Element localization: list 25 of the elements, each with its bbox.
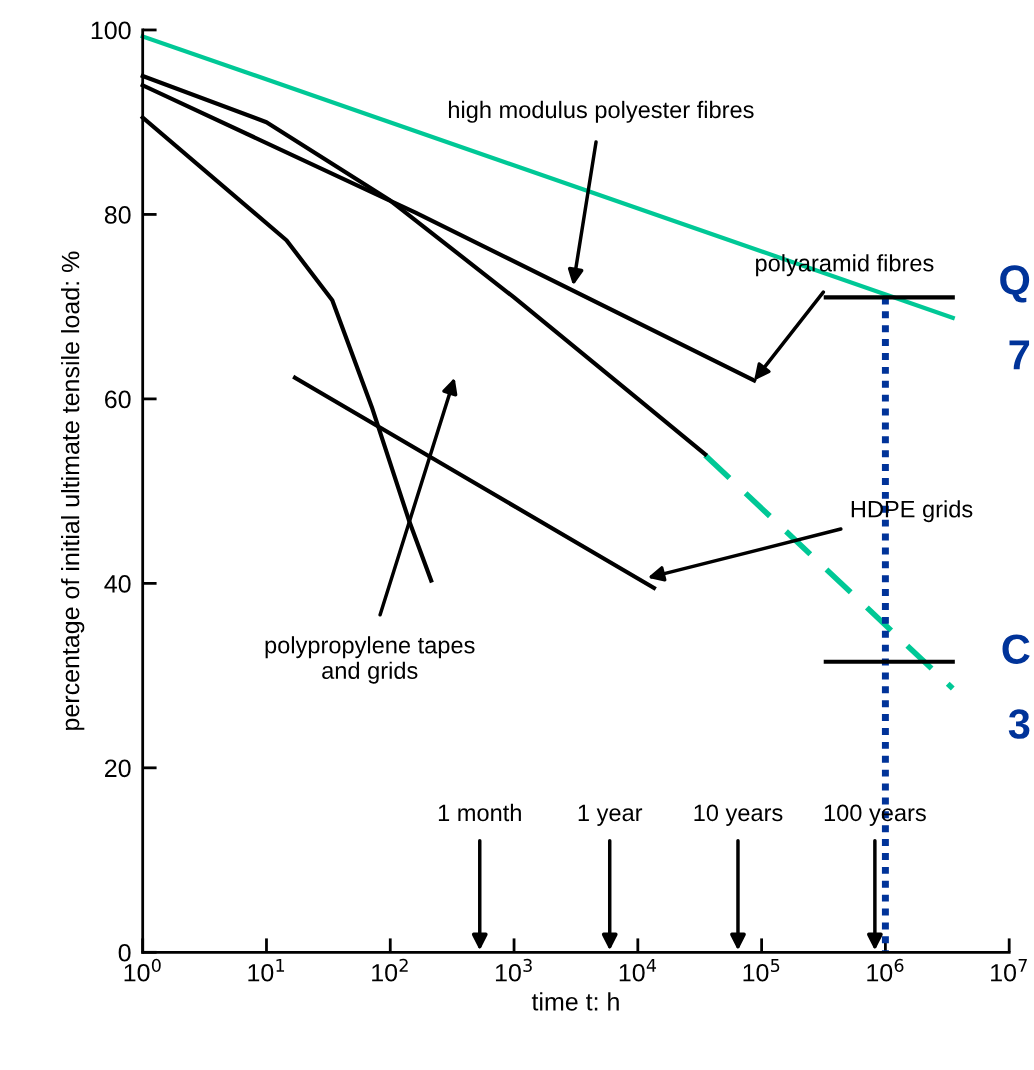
annotation: 100 years (824, 804, 926, 826)
annotation: Q (1000, 265, 1030, 303)
annotation: 1 month (438, 803, 521, 822)
annotation: 3 (1008, 709, 1030, 739)
x-tick-label: 10$^{1}$ (248, 959, 285, 982)
y-tick-label: 40 (104, 574, 131, 593)
y-tick-label: 60 (105, 390, 131, 409)
y-tick-label: 100 (91, 21, 131, 40)
x-tick-label: 10$^{4}$ (619, 959, 657, 982)
y-tick-label: 80 (104, 206, 131, 224)
x-tick-label: 10$^{3}$ (495, 958, 532, 982)
annotation: 1 year (578, 804, 643, 826)
annotation: 10 years (694, 804, 783, 826)
annotation: high modulus polyester fibres (448, 100, 754, 123)
x-tick-label: 10$^{2}$ (372, 958, 408, 982)
annotation: polypropylene tapes and grids (265, 636, 475, 684)
x-tick-label: 10$^{5}$ (743, 959, 780, 982)
text: 7 (1009, 340, 1030, 370)
y-tick-label: 20 (105, 759, 131, 778)
y-axis-title: percentage of initial ultimate tensile load: % (61, 251, 85, 730)
annotation: HDPE grids (851, 500, 973, 523)
x-tick-label: 10$^{7}$ (991, 959, 1027, 982)
x-axis-title: time t: h (531, 992, 619, 1011)
x-tick-label: 10$^{6}$ (867, 958, 904, 982)
annotation: C (1002, 634, 1030, 664)
